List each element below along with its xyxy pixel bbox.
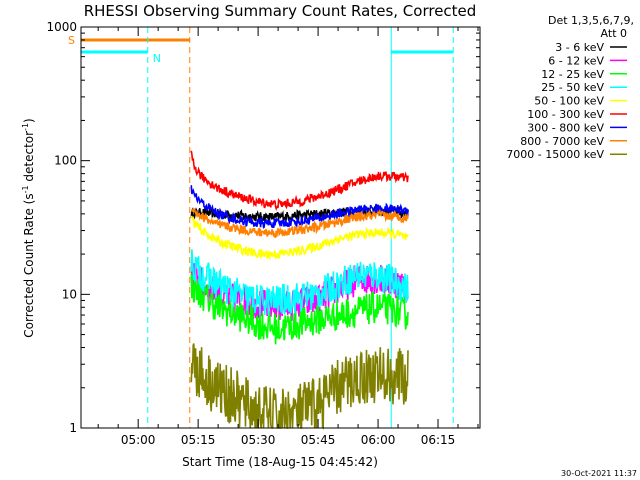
y-tick-label: 10 <box>62 287 77 301</box>
x-tick-label: 05:00 <box>121 433 156 447</box>
legend-attenuator: Att 0 <box>601 27 627 40</box>
legend-label: 100 - 300 keV <box>527 108 604 121</box>
y-tick-label: 1000 <box>46 20 77 34</box>
x-tick-label: 06:15 <box>421 433 456 447</box>
series-line-6 <box>190 150 409 211</box>
y-tick-label: 1 <box>69 421 77 435</box>
y-axis-label-sup1: -1 <box>21 185 30 193</box>
flags-layer: SN <box>68 34 454 65</box>
legend-label: 12 - 25 keV <box>541 68 604 81</box>
y-axis-label-part1: Corrected Count Rate (s <box>22 193 36 337</box>
x-tick-label: 05:15 <box>181 433 216 447</box>
series-line-8 <box>190 208 409 239</box>
series-line-7 <box>190 185 409 229</box>
series-line-4 <box>190 249 409 316</box>
series-layer <box>190 150 409 430</box>
legend-detectors: Det 1,3,5,6,7,9, <box>548 14 634 27</box>
y-axis: 1 10 100 1000 <box>46 20 480 435</box>
x-axis: 05:00 05:15 05:30 05:45 06:00 06:15 <box>97 27 479 447</box>
flag-label: N <box>153 52 161 65</box>
legend-label: 7000 - 15000 keV <box>506 148 604 161</box>
legend-label: 3 - 6 keV <box>555 41 604 54</box>
y-axis-label-sup2: -1 <box>21 123 30 131</box>
series-line-9 <box>190 343 409 430</box>
x-tick-label: 05:30 <box>241 433 276 447</box>
x-tick-label: 06:00 <box>361 433 396 447</box>
flag-label: S <box>68 34 75 47</box>
legend-label: 50 - 100 keV <box>534 95 604 108</box>
legend-label: 800 - 7000 keV <box>520 135 604 148</box>
series-line-3 <box>190 273 409 345</box>
chart-title: RHESSI Observing Summary Count Rates, Co… <box>84 2 477 20</box>
legend-label: 6 - 12 keV <box>548 54 604 67</box>
y-axis-label-part3: ) <box>22 118 36 123</box>
x-axis-label: Start Time (18-Aug-15 04:45:42) <box>182 455 378 469</box>
x-tick-label: 05:45 <box>301 433 336 447</box>
legend-label: 300 - 800 keV <box>527 121 604 134</box>
y-axis-label-part2: detector <box>22 131 36 186</box>
y-axis-label: Corrected Count Rate (s-1 detector-1) <box>21 118 36 337</box>
series-line-5 <box>190 215 409 261</box>
plot-frame <box>80 26 481 429</box>
y-tick-label: 100 <box>54 154 77 168</box>
legend-label: 25 - 50 keV <box>541 81 604 94</box>
footer-timestamp: 30-Oct-2021 11:37 <box>561 469 637 478</box>
